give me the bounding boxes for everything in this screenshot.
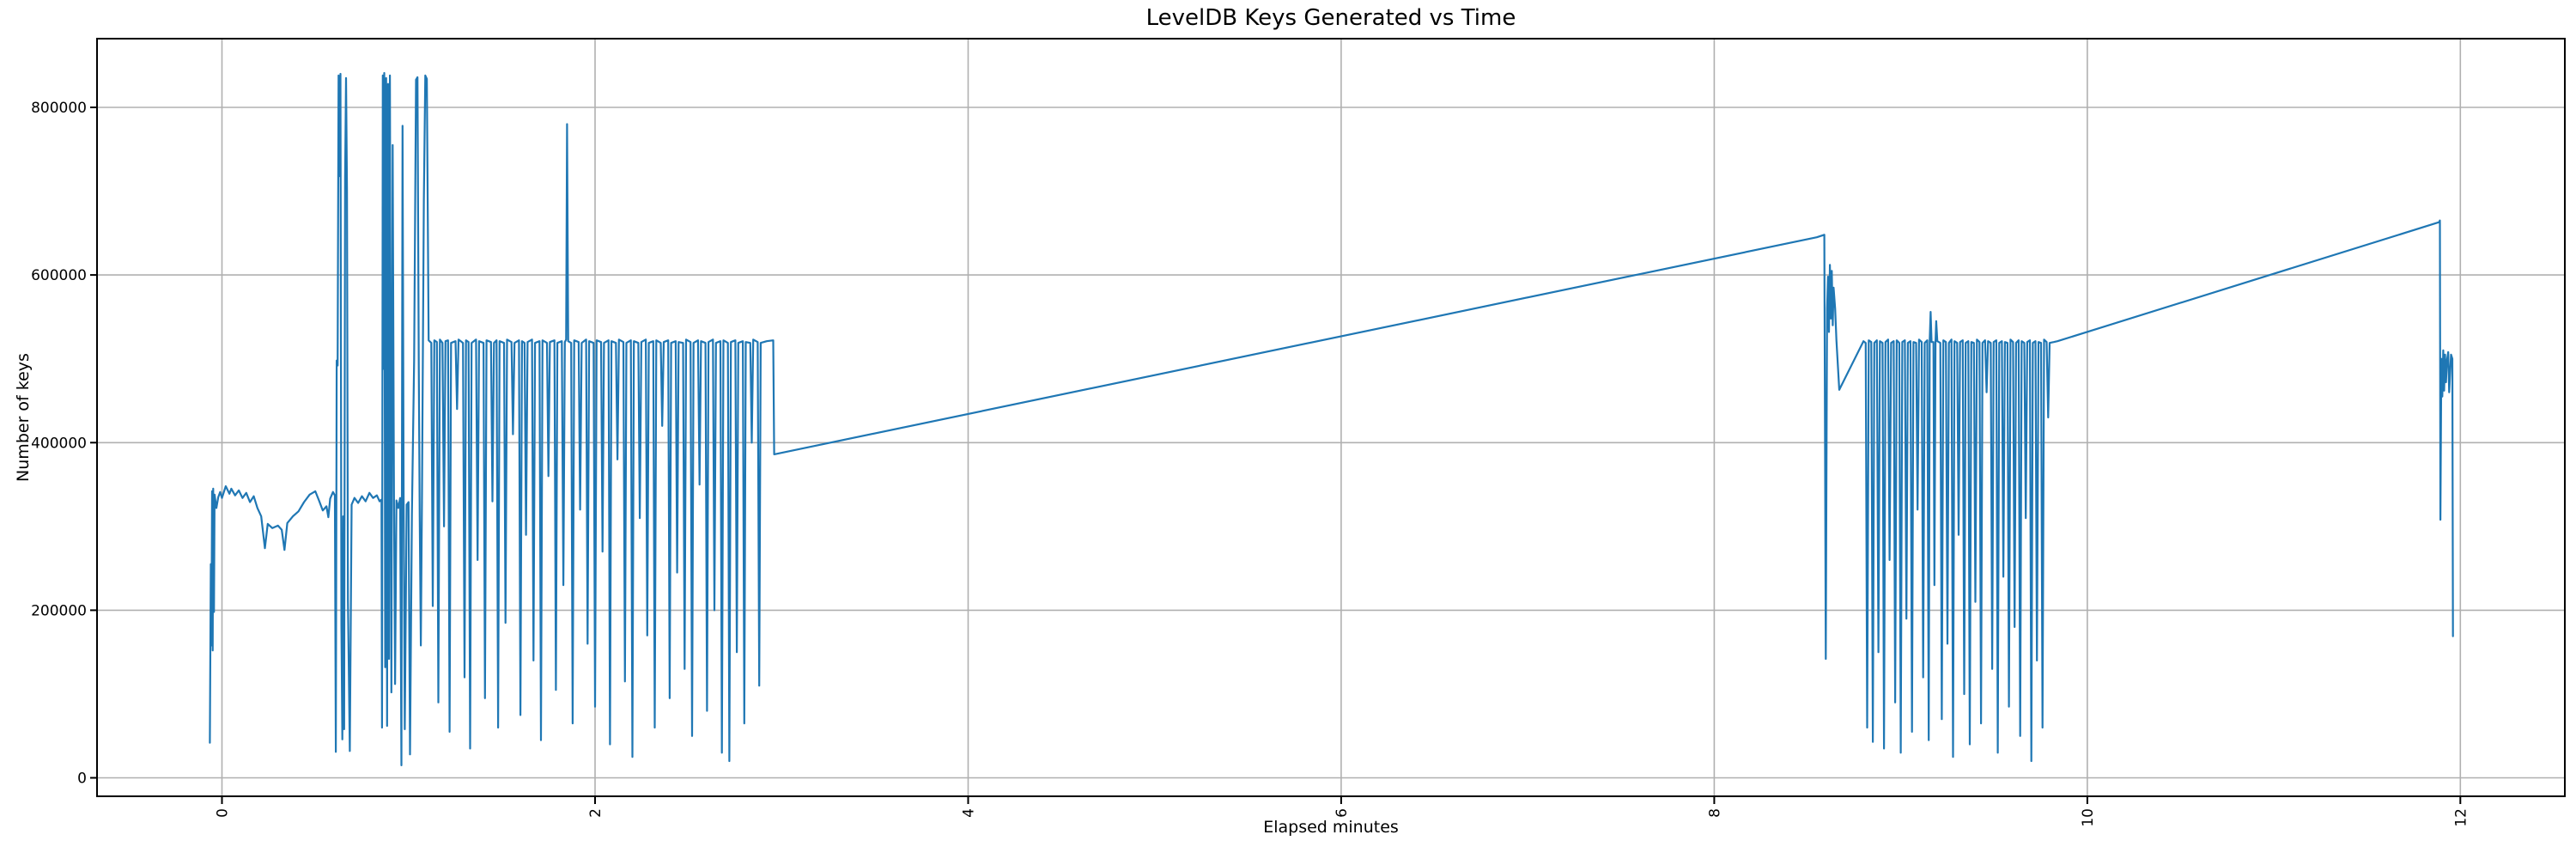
y-axis-label: Number of keys bbox=[14, 353, 33, 482]
plot-border bbox=[96, 38, 2566, 797]
y-tick-label: 400000 bbox=[31, 435, 87, 452]
chart-title: LevelDB Keys Generated vs Time bbox=[1145, 5, 1516, 31]
x-tick-label: 0 bbox=[215, 808, 232, 818]
y-tick-label: 0 bbox=[77, 771, 87, 788]
x-axis-label: Elapsed minutes bbox=[1263, 818, 1399, 837]
x-tick-label: 4 bbox=[961, 808, 978, 818]
x-tick-label: 6 bbox=[1334, 808, 1351, 818]
x-tick-label: 12 bbox=[2452, 808, 2470, 827]
x-tick-label: 10 bbox=[2080, 808, 2097, 827]
y-tick-label: 600000 bbox=[31, 267, 87, 284]
x-tick-label: 2 bbox=[587, 808, 605, 818]
y-tick-label: 200000 bbox=[31, 602, 87, 619]
y-tick-label: 800000 bbox=[31, 100, 87, 117]
x-tick-label: 8 bbox=[1706, 808, 1723, 818]
data-series-line bbox=[209, 71, 2454, 766]
